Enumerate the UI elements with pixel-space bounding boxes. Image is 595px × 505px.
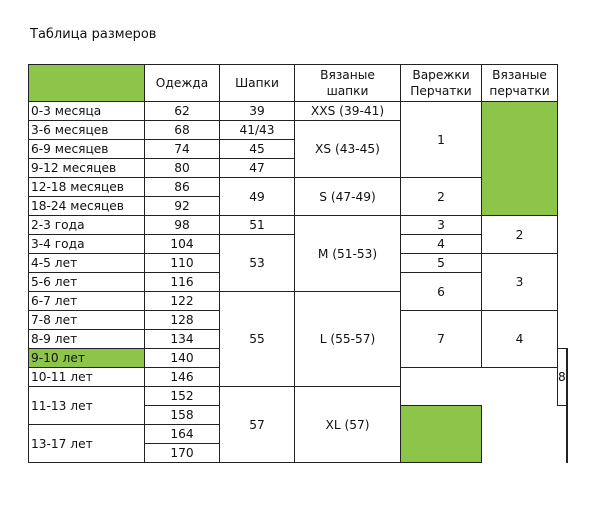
age-cell: 4-5 лет	[28, 253, 145, 273]
age-cell: 10-11 лет	[28, 367, 145, 387]
age-cell: 11-13 лет	[28, 386, 145, 425]
clothes-cell: 140	[144, 348, 220, 368]
clothes-cell: 158	[144, 405, 220, 425]
knit-hats-cell: M (51-53)	[294, 215, 401, 292]
clothes-cell: 152	[144, 386, 220, 406]
header-knit-gloves: Вязаные перчатки	[481, 64, 558, 102]
knit-hats-cell: S (47-49)	[294, 177, 401, 216]
mittens-cell: 2	[400, 177, 482, 216]
clothes-cell: 134	[144, 329, 220, 349]
mittens-cell: 7	[400, 310, 482, 368]
knit-gloves-cell: 2	[481, 215, 558, 254]
header-clothes: Одежда	[144, 64, 220, 102]
table-row: 5-6 лет 116 6	[28, 272, 568, 311]
table-row: 2-3 года 98 51 M (51-53) 3 2	[28, 215, 568, 292]
knit-gloves-empty	[565, 348, 568, 463]
hats-cell: 39	[219, 101, 295, 121]
table-row: 3-6 месяцев 68 41/43 XS (43-45)	[28, 120, 568, 178]
clothes-cell: 170	[144, 443, 220, 463]
mittens-cell: 4	[400, 234, 482, 254]
age-cell: 7-8 лет	[28, 310, 145, 330]
mittens-cell: 6	[400, 272, 482, 311]
age-cell: 3-6 месяцев	[28, 120, 145, 140]
table-row: 4-5 лет 110 5 3	[28, 253, 568, 311]
clothes-cell: 62	[144, 101, 220, 121]
clothes-cell: 110	[144, 253, 220, 273]
table-row: 13-17 лет 164	[28, 424, 568, 463]
header-knit-hats: Вязаные шапки	[294, 64, 401, 102]
table-row: 9-10 лет 140 8	[28, 348, 568, 463]
table-row: 9-12 месяцев 80 47	[28, 158, 568, 178]
knit-hats-cell: XL (57)	[294, 386, 401, 463]
table-row: 11-13 лет 152 57 XL (57)	[28, 386, 568, 463]
mittens-cell: 3	[400, 215, 482, 235]
age-cell: 12-18 месяцев	[28, 177, 145, 197]
header-mittens: Варежки Перчатки	[400, 64, 482, 102]
knit-hats-cell: XS (43-45)	[294, 120, 401, 178]
age-cell: 3-4 года	[28, 234, 145, 254]
age-cell: 2-3 года	[28, 215, 145, 235]
clothes-cell: 146	[144, 367, 220, 387]
mittens-empty	[400, 405, 482, 463]
clothes-cell: 104	[144, 234, 220, 254]
knit-gloves-cell: 4	[481, 310, 558, 368]
hats-cell: 47	[219, 158, 295, 178]
hats-cell: 41/43	[219, 120, 295, 140]
header-hats: Шапки	[219, 64, 295, 102]
table-row: 158	[29, 405, 568, 463]
knit-gloves-empty	[481, 101, 558, 216]
size-table: Одежда Шапки Вязаные шапки Варежки Перчатк…	[28, 64, 568, 463]
header-row: Одежда Шапки Вязаные шапки Варежки Перчатк…	[28, 64, 568, 102]
clothes-cell: 98	[144, 215, 220, 235]
age-cell: 18-24 месяцев	[28, 196, 145, 216]
clothes-cell: 92	[144, 196, 220, 216]
age-cell: 0-3 месяца	[28, 101, 145, 121]
age-cell: 8-9 лет	[28, 329, 145, 349]
hats-cell: 53	[219, 234, 295, 292]
knit-gloves-cell: 3	[481, 253, 558, 311]
clothes-cell: 68	[144, 120, 220, 140]
mittens-cell: 8	[557, 348, 567, 406]
page-title: Таблица размеров	[30, 27, 157, 42]
hats-cell: 55	[219, 291, 295, 387]
clothes-cell: 116	[144, 272, 220, 292]
clothes-cell: 122	[144, 291, 220, 311]
knit-hats-cell: XXS (39-41)	[294, 101, 401, 121]
table-row: 0-3 месяца 62 39 XXS (39-41) 1	[28, 101, 568, 216]
mittens-cell: 5	[400, 253, 482, 273]
clothes-cell: 164	[144, 424, 220, 444]
hats-cell: 57	[219, 386, 295, 463]
age-cell: 6-7 лет	[28, 291, 145, 311]
age-cell: 9-10 лет	[28, 348, 145, 368]
table-row: 10-11 лет 146	[28, 367, 568, 387]
age-cell: 9-12 месяцев	[28, 158, 145, 178]
mittens-cell: 1	[400, 101, 482, 178]
table-row: 18-24 месяцев 92	[28, 196, 568, 216]
age-cell: 5-6 лет	[28, 272, 145, 292]
hats-cell: 51	[219, 215, 295, 235]
knit-hats-cell: L (55-57)	[294, 291, 401, 387]
clothes-cell: 74	[144, 139, 220, 159]
table-row: 170	[29, 443, 568, 463]
clothes-cell: 128	[144, 310, 220, 330]
clothes-cell: 86	[144, 177, 220, 197]
age-cell: 6-9 месяцев	[28, 139, 145, 159]
table-row: 7-8 лет 128 7 4	[28, 310, 568, 368]
hats-cell: 45	[219, 139, 295, 159]
header-corner	[28, 64, 145, 102]
hats-cell: 49	[219, 177, 295, 216]
clothes-cell: 80	[144, 158, 220, 178]
age-cell: 13-17 лет	[28, 424, 145, 463]
